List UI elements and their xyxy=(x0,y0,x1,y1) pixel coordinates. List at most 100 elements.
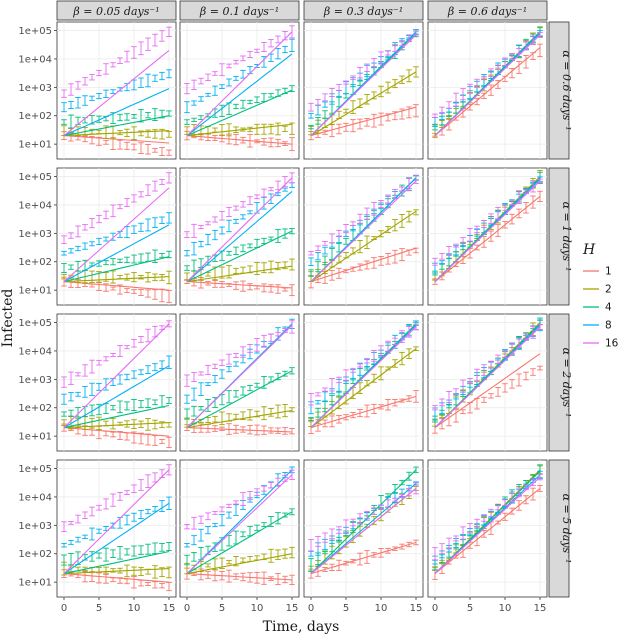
error-bar-H8 xyxy=(322,391,328,403)
column-strip-label: β = 0.6 days⁻¹ xyxy=(447,5,527,18)
x-tick-label: 15 xyxy=(410,603,423,614)
error-bar-H2 xyxy=(166,422,172,428)
error-bar-H16 xyxy=(336,229,342,238)
error-bar-H1 xyxy=(268,284,274,293)
error-bar-H16 xyxy=(537,31,543,38)
y-tick-label: 1e+03 xyxy=(18,375,52,386)
error-bar-H4 xyxy=(61,263,67,273)
series-line-H1 xyxy=(186,281,293,289)
error-bar-H1 xyxy=(392,399,398,407)
error-bar-H16 xyxy=(481,364,487,376)
error-bar-H16 xyxy=(159,469,165,478)
series-line-H16 xyxy=(310,326,417,428)
error-bar-H4 xyxy=(385,493,391,498)
error-bar-H16 xyxy=(131,46,137,59)
series-line-H1 xyxy=(310,541,417,575)
error-bar-H2 xyxy=(226,265,232,279)
x-tick-label: 10 xyxy=(128,603,141,614)
error-bar-H16 xyxy=(254,48,260,53)
series-line-H4 xyxy=(186,511,293,575)
error-bar-H4 xyxy=(439,263,445,270)
column-strip-bg xyxy=(179,0,300,21)
error-bar-H16 xyxy=(268,187,274,192)
y-tick-label: 1e+05 xyxy=(18,172,52,183)
error-bar-H16 xyxy=(254,194,260,200)
error-bar-H4 xyxy=(282,228,288,239)
x-tick-label: 0 xyxy=(432,603,438,614)
error-bar-H16 xyxy=(103,210,109,220)
error-bar-H8 xyxy=(289,38,295,53)
y-tick-label: 1e+04 xyxy=(18,54,52,65)
y-tick-label: 1e+05 xyxy=(18,464,52,475)
error-bar-H1 xyxy=(219,281,225,288)
error-bar-H16 xyxy=(329,528,335,540)
error-bar-H1 xyxy=(516,61,522,74)
error-bar-H8 xyxy=(240,214,246,220)
error-bar-H1 xyxy=(138,289,144,296)
error-bar-H8 xyxy=(315,252,321,261)
error-bar-H1 xyxy=(159,288,165,303)
error-bar-H8 xyxy=(145,509,151,515)
error-bar-H8 xyxy=(205,234,211,246)
facet-panel xyxy=(56,313,177,452)
error-bar-H1 xyxy=(233,573,239,580)
error-bar-H4 xyxy=(61,411,67,417)
legend-label: 8 xyxy=(605,320,612,332)
error-bar-H1 xyxy=(474,244,480,251)
error-bar-H16 xyxy=(446,537,452,550)
error-bar-H16 xyxy=(315,245,321,251)
error-bar-H1 xyxy=(240,280,246,292)
error-bar-H16 xyxy=(261,334,267,348)
error-bar-H2 xyxy=(413,209,419,216)
error-bar-H8 xyxy=(212,85,218,96)
error-bar-H1 xyxy=(275,427,281,434)
error-bar-H8 xyxy=(219,369,225,379)
error-bar-H16 xyxy=(191,223,197,238)
error-bar-H8 xyxy=(226,78,232,87)
error-bar-H8 xyxy=(184,394,190,404)
error-bar-H1 xyxy=(247,283,253,291)
error-bar-H4 xyxy=(198,406,204,411)
error-bar-H8 xyxy=(233,504,239,516)
error-bar-H8 xyxy=(159,71,165,81)
error-bar-H1 xyxy=(247,425,253,435)
error-bar-H2 xyxy=(68,416,74,430)
panel-plot-area xyxy=(184,172,295,297)
error-bar-H16 xyxy=(184,83,190,95)
error-bar-H16 xyxy=(61,89,67,98)
error-bar-H2 xyxy=(226,560,232,565)
error-bar-H1 xyxy=(371,552,377,558)
error-bar-H1 xyxy=(82,135,88,143)
error-bar-H2 xyxy=(364,380,370,387)
series-line-H4 xyxy=(63,550,170,575)
error-bar-H16 xyxy=(191,79,197,91)
error-bar-H1 xyxy=(350,266,356,272)
error-bar-H4 xyxy=(322,550,328,555)
error-bar-H1 xyxy=(205,570,211,579)
error-bar-H1 xyxy=(110,286,116,291)
error-bar-H16 xyxy=(350,518,356,527)
error-bar-H16 xyxy=(343,369,349,381)
error-bar-H16 xyxy=(509,342,515,355)
error-bar-H1 xyxy=(350,412,356,419)
legend-entry: 4 xyxy=(583,302,612,314)
error-bar-H1 xyxy=(166,436,172,449)
series-line-H1 xyxy=(63,281,170,291)
error-bar-H2 xyxy=(406,348,412,359)
error-bar-H16 xyxy=(308,539,314,552)
error-bar-H16 xyxy=(138,336,144,343)
error-bar-H16 xyxy=(413,174,419,184)
error-bar-H16 xyxy=(460,88,466,101)
error-bar-H4 xyxy=(124,113,130,121)
error-bar-H4 xyxy=(233,246,239,255)
error-bar-H2 xyxy=(159,421,165,429)
error-bar-H16 xyxy=(502,57,508,67)
error-bar-H16 xyxy=(322,93,328,102)
error-bar-H2 xyxy=(233,555,239,567)
error-bar-H2 xyxy=(152,129,158,139)
error-bar-H4 xyxy=(275,372,281,381)
legend-label: 2 xyxy=(605,284,612,296)
error-bar-H16 xyxy=(357,67,363,79)
error-bar-H16 xyxy=(138,191,144,198)
error-bar-H1 xyxy=(282,575,288,584)
